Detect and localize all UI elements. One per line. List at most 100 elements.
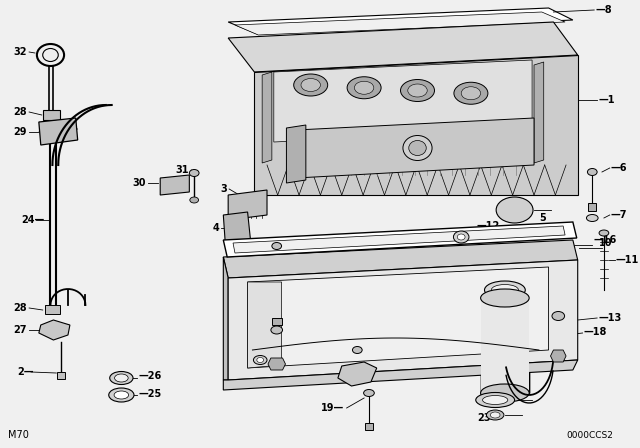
Ellipse shape: [552, 311, 564, 320]
Text: —7: —7: [611, 210, 627, 220]
Ellipse shape: [496, 197, 533, 223]
Text: L: L: [490, 337, 500, 353]
Ellipse shape: [401, 79, 435, 102]
Ellipse shape: [114, 391, 129, 399]
Ellipse shape: [599, 230, 609, 236]
Ellipse shape: [355, 81, 374, 94]
Text: 22—: 22—: [486, 398, 509, 408]
Text: —18: —18: [584, 327, 607, 337]
Ellipse shape: [490, 412, 500, 418]
Polygon shape: [228, 260, 578, 380]
Text: 28: 28: [13, 107, 27, 117]
Polygon shape: [248, 267, 548, 368]
Ellipse shape: [109, 388, 134, 402]
Text: 32: 32: [13, 47, 27, 57]
Text: 31: 31: [176, 165, 189, 175]
Ellipse shape: [409, 141, 426, 155]
Ellipse shape: [492, 284, 518, 296]
Text: 28: 28: [13, 303, 27, 313]
Bar: [272, 318, 282, 325]
Bar: [43, 110, 60, 120]
Ellipse shape: [190, 197, 198, 203]
Text: 4: 4: [212, 223, 220, 233]
Polygon shape: [223, 360, 578, 390]
Text: 24—: 24—: [21, 215, 45, 225]
Polygon shape: [228, 22, 578, 72]
Text: 23—: 23—: [477, 413, 500, 423]
Ellipse shape: [353, 346, 362, 353]
Ellipse shape: [476, 392, 515, 408]
Text: 5: 5: [539, 213, 546, 223]
Text: 15: 15: [234, 353, 248, 363]
Polygon shape: [248, 282, 282, 368]
Ellipse shape: [481, 289, 529, 307]
Ellipse shape: [347, 77, 381, 99]
Polygon shape: [223, 257, 228, 380]
Ellipse shape: [364, 389, 374, 396]
Text: —25: —25: [139, 389, 162, 399]
Text: 30: 30: [132, 178, 146, 188]
Ellipse shape: [271, 326, 282, 334]
Bar: [481, 298, 529, 393]
Polygon shape: [550, 350, 566, 362]
Text: —16: —16: [593, 235, 616, 245]
Text: —13: —13: [598, 313, 621, 323]
Bar: [588, 203, 596, 211]
Ellipse shape: [481, 384, 529, 402]
Text: —6: —6: [611, 163, 627, 173]
Text: —20: —20: [548, 313, 571, 323]
Text: —12: —12: [477, 221, 500, 231]
Polygon shape: [235, 12, 565, 35]
Polygon shape: [296, 118, 534, 178]
Polygon shape: [338, 362, 377, 386]
Polygon shape: [274, 60, 532, 142]
Polygon shape: [268, 358, 285, 370]
Polygon shape: [228, 190, 267, 220]
Ellipse shape: [253, 356, 267, 365]
Polygon shape: [534, 62, 544, 163]
Polygon shape: [160, 175, 189, 195]
Text: 2—: 2—: [17, 367, 34, 377]
Text: 14: 14: [253, 335, 267, 345]
Text: —11: —11: [616, 255, 639, 265]
Text: 0000CCS2: 0000CCS2: [567, 431, 614, 440]
Polygon shape: [262, 72, 272, 163]
Polygon shape: [223, 212, 250, 243]
Text: —26: —26: [139, 371, 162, 381]
Bar: [58, 372, 65, 379]
Text: M70: M70: [8, 430, 29, 440]
Ellipse shape: [483, 396, 508, 405]
Ellipse shape: [272, 242, 282, 250]
Ellipse shape: [115, 374, 128, 382]
Ellipse shape: [454, 82, 488, 104]
Ellipse shape: [257, 358, 264, 362]
Polygon shape: [223, 240, 578, 278]
Polygon shape: [228, 8, 573, 34]
Bar: [365, 423, 373, 430]
Text: 29: 29: [13, 127, 27, 137]
Text: 19—: 19—: [321, 403, 345, 413]
Ellipse shape: [458, 234, 465, 240]
Polygon shape: [254, 55, 578, 195]
Text: 27: 27: [13, 325, 27, 335]
Polygon shape: [39, 118, 77, 145]
Text: —8: —8: [595, 5, 612, 15]
Ellipse shape: [484, 281, 525, 299]
Text: 3: 3: [220, 184, 227, 194]
Text: 9: 9: [259, 275, 265, 285]
Text: —21: —21: [545, 279, 568, 289]
Ellipse shape: [461, 87, 481, 100]
Ellipse shape: [588, 168, 597, 176]
Ellipse shape: [189, 169, 199, 177]
Ellipse shape: [453, 231, 469, 243]
Polygon shape: [287, 125, 306, 183]
Ellipse shape: [403, 135, 432, 160]
Text: —1: —1: [598, 95, 614, 105]
Polygon shape: [39, 320, 70, 340]
Ellipse shape: [109, 371, 133, 384]
Polygon shape: [223, 222, 577, 257]
Ellipse shape: [586, 215, 598, 221]
Ellipse shape: [294, 74, 328, 96]
Ellipse shape: [486, 410, 504, 420]
Text: 10: 10: [599, 238, 612, 248]
